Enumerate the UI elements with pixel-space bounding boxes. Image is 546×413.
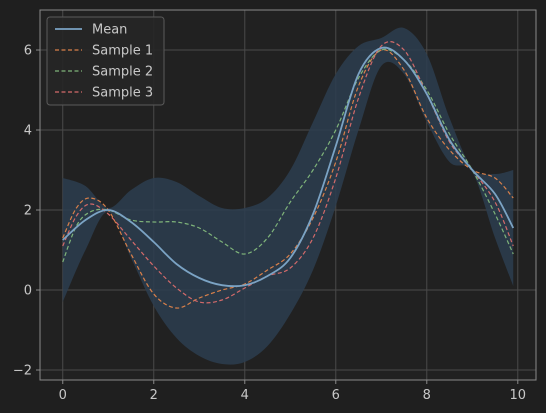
x-tick-label: 0 [59, 388, 67, 403]
x-tick-label: 4 [241, 388, 249, 403]
legend-label: Sample 3 [92, 86, 153, 101]
x-tick-label: 6 [332, 388, 340, 403]
y-axis-ticks: −2 0 2 4 6 [13, 44, 40, 379]
y-tick-label: 0 [24, 284, 32, 299]
series-line-sample-2 [62, 48, 514, 263]
legend-label: Mean [92, 23, 127, 38]
series-line-mean [62, 46, 515, 288]
y-tick-label: 4 [24, 124, 32, 139]
y-tick-label: 2 [24, 204, 32, 219]
series-line-sample-3 [62, 41, 514, 304]
x-tick-label: 8 [423, 388, 431, 403]
x-axis-ticks: 0 2 4 6 8 10 [59, 380, 526, 403]
confidence-band [62, 27, 514, 365]
legend-label: Sample 2 [92, 65, 153, 80]
confidence-band-layer [62, 27, 514, 365]
x-tick-label: 10 [510, 388, 527, 403]
plot-frame [39, 9, 537, 381]
x-tick-label: 2 [150, 388, 158, 403]
legend-box [46, 16, 165, 106]
y-tick-label: −2 [13, 364, 32, 379]
y-tick-label: 6 [24, 44, 32, 59]
series-layer [62, 41, 515, 309]
legend: Mean Sample 1 Sample 2 Sample 3 [46, 16, 165, 106]
legend-label: Sample 1 [92, 44, 153, 59]
